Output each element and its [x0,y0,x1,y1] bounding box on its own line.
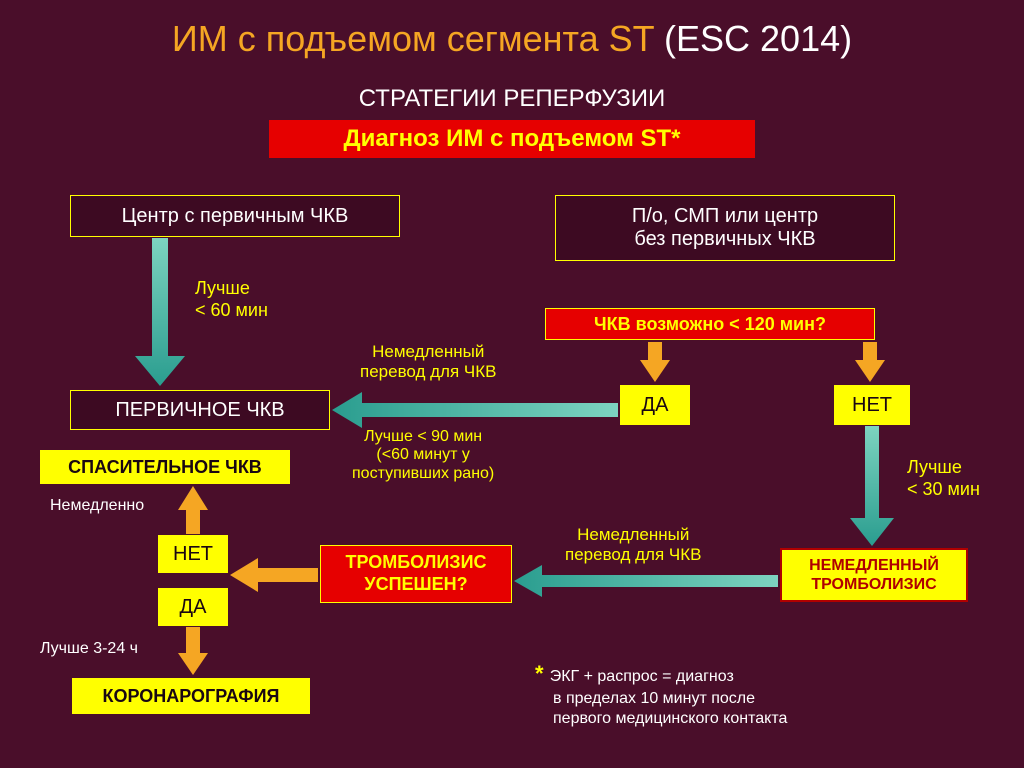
title-part3: ЕSС 2014 [676,18,840,59]
arrow-no1-to-thrombolysis [850,426,894,546]
thrombolysis-question-box: ТРОМБОЛИЗИС УСПЕШЕН? [320,545,512,603]
b30-line1: Лучше [907,457,980,479]
page-title: ИМ с подъемом сегмента ST (ЕSС 2014) [0,18,1024,60]
coronography-box: КОРОНАРОГРАФИЯ [72,678,310,714]
arrow-to-yes1 [640,342,670,382]
rescue-pci-box: СПАСИТЕЛЬНОЕ ЧКВ [40,450,290,484]
arrow-ith-to-tq [514,565,778,597]
better60-line2: < 60 мин [195,300,268,322]
ith-line2: ТРОМБОЛИЗИС [811,575,936,594]
no1-box: НЕТ [834,385,910,425]
footnote: * ЭКГ + распрос = диагноз в пределах 10 … [535,660,787,730]
better90-label: Лучше < 90 мин (<60 минут у поступивших … [352,428,494,483]
immediate-transfer2-label: Немедленный перевод для ЧКВ [565,525,701,564]
tq-line1: ТРОМБОЛИЗИС [345,552,486,574]
it2-line1: Немедленный [565,525,701,545]
center-no-pci-line2: без первичных ЧКВ [634,228,815,251]
footnote-line1: ЭКГ + распрос = диагноз [550,668,734,685]
no2-box: НЕТ [158,535,228,573]
footnote-line2: в пределах 10 минут после [553,689,787,710]
it1-line2: перевод для ЧКВ [360,362,496,382]
diagnosis-box: Диагноз ИМ с подъемом ST* [269,120,755,158]
arrow-yes2-to-coro [178,627,208,675]
it2-line2: перевод для ЧКВ [565,545,701,565]
yes2-box: ДА [158,588,228,626]
b90-line1: Лучше < 90 мин [352,428,494,446]
center-no-pci-line1: П/о, СМП или центр [632,205,818,228]
better324-label: Лучше 3-24 ч [40,640,138,658]
arrow-to-no1 [855,342,885,382]
b30-line2: < 30 мин [907,479,980,501]
ith-line1: НЕМЕДЛЕННЫЙ [809,556,939,575]
center-no-pci-box: П/о, СМП или центр без первичных ЧКВ [555,195,895,261]
arrow-tq-to-no2yes2 [230,558,318,592]
pci-possible-box: ЧКВ возможно < 120 мин? [545,308,875,340]
better30-label: Лучше < 30 мин [907,457,980,500]
immediately-label: Немедленно [50,497,144,515]
yes1-box: ДА [620,385,690,425]
immediate-thrombolysis-box: НЕМЕДЛЕННЫЙ ТРОМБОЛИЗИС [780,548,968,602]
arrow-yes-to-primary [332,392,618,428]
better60-label: Лучше < 60 мин [195,278,268,321]
better60-line1: Лучше [195,278,268,300]
tq-line2: УСПЕШЕН? [364,574,467,596]
title-paren1: ( [664,18,676,59]
b90-line2: (<60 минут у [352,446,494,464]
title-part1: ИМ с подъемом сегмента ST [172,18,664,59]
arrow-center-to-primary [135,238,185,386]
immediate-transfer1-label: Немедленный перевод для ЧКВ [360,342,496,381]
it1-line1: Немедленный [360,342,496,362]
center-pci-box: Центр с первичным ЧКВ [70,195,400,237]
footnote-star: * [535,661,550,686]
b90-line3: поступивших рано) [352,465,494,483]
primary-pci-box: ПЕРВИЧНОЕ ЧКВ [70,390,330,430]
title-paren2: ) [840,18,852,59]
arrow-no2-to-rescue [178,486,208,534]
footnote-line3: первого медицинского контакта [553,709,787,730]
subtitle: СТРАТЕГИИ РЕПЕРФУЗИИ [0,85,1024,113]
